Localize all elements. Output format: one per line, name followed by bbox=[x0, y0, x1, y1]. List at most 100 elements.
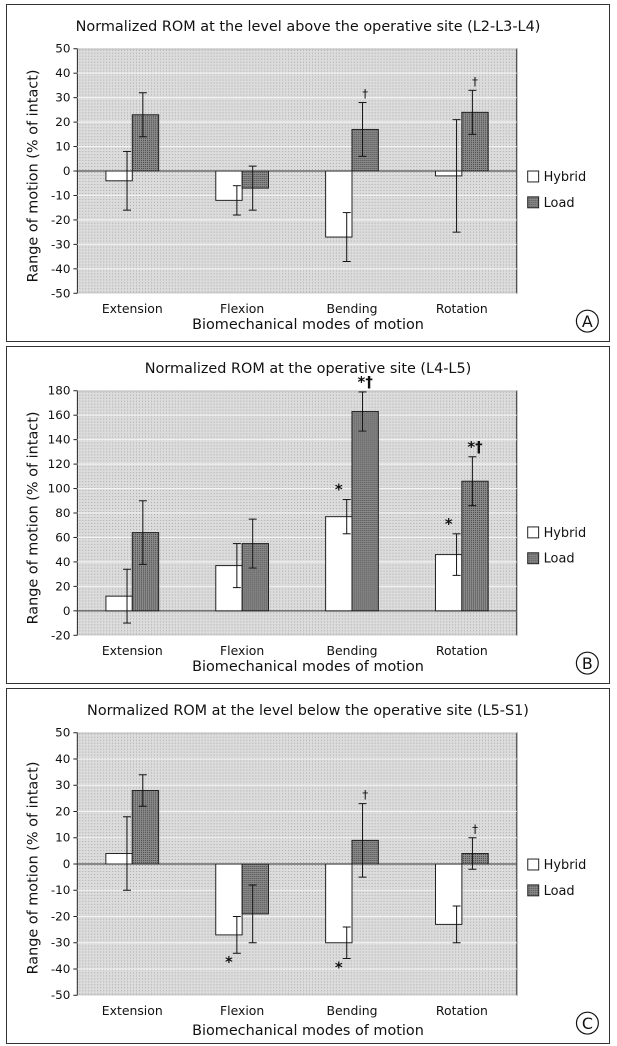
bar-hybrid-rotation bbox=[434, 170, 463, 177]
bar-load-flexion bbox=[241, 863, 269, 915]
legend-swatch-load bbox=[527, 552, 540, 565]
bar-load-rotation bbox=[461, 111, 489, 172]
significance-marker: † bbox=[362, 87, 368, 101]
panel-letter: C bbox=[582, 1014, 593, 1033]
significance-marker: *† bbox=[358, 373, 374, 391]
legend-swatch-hybrid bbox=[527, 526, 540, 539]
significance-marker: * bbox=[335, 481, 343, 499]
bar-hybrid-rotation bbox=[434, 554, 463, 612]
y-tick-label: 180 bbox=[48, 384, 71, 398]
bar-hybrid-rotation bbox=[435, 863, 463, 925]
y-tick-label: -30 bbox=[51, 936, 70, 950]
y-tick-label: 0 bbox=[63, 604, 71, 618]
y-tick-label: 50 bbox=[55, 726, 70, 740]
y-tick-label: 40 bbox=[55, 555, 70, 569]
chart-c-svg: Normalized ROM at the level below the op… bbox=[26, 703, 599, 1039]
legend-swatch-hybrid bbox=[527, 170, 540, 183]
x-category-label: Rotation bbox=[436, 301, 488, 316]
y-tick-label: -20 bbox=[51, 213, 70, 227]
legend-swatch-hybrid bbox=[527, 858, 540, 871]
x-category-label: Extension bbox=[102, 643, 163, 658]
y-tick-label: -50 bbox=[51, 286, 70, 300]
y-tick-label: 100 bbox=[48, 482, 71, 496]
chart-panel-a: Normalized ROM at the level above the op… bbox=[6, 4, 610, 342]
x-category-label: Flexion bbox=[220, 1003, 264, 1018]
x-category-label: Flexion bbox=[220, 643, 264, 658]
y-tick-label: 30 bbox=[55, 91, 70, 105]
bar-load-rotation bbox=[461, 853, 489, 865]
y-tick-label: 20 bbox=[55, 579, 70, 593]
significance-marker: * bbox=[335, 958, 343, 976]
x-category-label: Rotation bbox=[436, 643, 488, 658]
y-tick-label: -50 bbox=[51, 988, 70, 1002]
bar-load-bending bbox=[351, 839, 379, 865]
significance-marker: * bbox=[225, 953, 233, 971]
y-tick-label: 20 bbox=[55, 115, 70, 129]
legend: Hybrid Load bbox=[527, 170, 587, 211]
y-tick-label: 20 bbox=[55, 804, 70, 818]
bar-hybrid-extension bbox=[105, 595, 133, 612]
significance-marker: † bbox=[472, 822, 478, 836]
y-tick-label: 50 bbox=[55, 42, 70, 56]
y-tick-label: 120 bbox=[48, 457, 71, 471]
x-category-label: Bending bbox=[326, 643, 377, 658]
y-axis-title: Range of motion (% of intact) bbox=[26, 762, 42, 975]
bar-hybrid-bending bbox=[325, 516, 353, 612]
chart-panel-c: Normalized ROM at the level below the op… bbox=[6, 688, 610, 1044]
bar-load-rotation bbox=[461, 480, 489, 612]
x-axis-title: Biomechanical modes of motion bbox=[192, 1023, 424, 1039]
legend-label-hybrid: Hybrid bbox=[544, 526, 587, 541]
chart-panel-b: Normalized ROM at the operative site (L4… bbox=[6, 346, 610, 684]
legend-label-load: Load bbox=[544, 552, 575, 567]
bar-hybrid-flexion bbox=[215, 565, 243, 612]
bar-hybrid-bending bbox=[325, 170, 353, 238]
bar-hybrid-flexion bbox=[215, 863, 243, 936]
x-category-label: Extension bbox=[102, 301, 163, 316]
bar-load-flexion bbox=[241, 543, 270, 612]
y-tick-label: -30 bbox=[51, 237, 70, 251]
panel-letter: A bbox=[582, 312, 593, 331]
y-tick-label: -20 bbox=[51, 909, 70, 923]
legend-label-hybrid: Hybrid bbox=[544, 170, 587, 185]
y-tick-label: 40 bbox=[55, 752, 70, 766]
y-axis-title: Range of motion (% of intact) bbox=[26, 70, 42, 283]
y-tick-label: 10 bbox=[55, 831, 70, 845]
y-tick-label: 160 bbox=[48, 408, 71, 422]
bar-hybrid-extension bbox=[105, 853, 133, 865]
bar-load-flexion bbox=[241, 170, 270, 189]
panel-letter: B bbox=[582, 654, 593, 673]
y-tick-label: -20 bbox=[51, 628, 70, 642]
bar-load-bending bbox=[351, 128, 379, 172]
chart-title: Normalized ROM at the level above the op… bbox=[76, 19, 541, 35]
panel-letter-circle bbox=[575, 1011, 599, 1035]
x-category-label: Extension bbox=[102, 1003, 163, 1018]
y-tick-label: 0 bbox=[63, 857, 71, 871]
bar-load-extension bbox=[131, 114, 160, 172]
x-category-label: Flexion bbox=[220, 301, 264, 316]
y-tick-label: 60 bbox=[55, 530, 70, 544]
x-category-label: Bending bbox=[326, 301, 377, 316]
y-tick-label: -10 bbox=[51, 188, 70, 202]
panel-letter-circle bbox=[575, 651, 599, 675]
legend: Hybrid Load bbox=[527, 526, 587, 567]
significance-marker: * bbox=[445, 515, 453, 533]
x-axis-title: Biomechanical modes of motion bbox=[192, 317, 424, 333]
legend-label-load: Load bbox=[544, 884, 575, 899]
legend-swatch-load bbox=[527, 196, 540, 209]
legend-swatch-load bbox=[527, 884, 540, 897]
chart-a-svg: Normalized ROM at the level above the op… bbox=[26, 19, 599, 333]
bar-load-bending bbox=[351, 411, 379, 612]
x-axis-title: Biomechanical modes of motion bbox=[192, 659, 424, 675]
x-category-label: Bending bbox=[326, 1003, 377, 1018]
legend-label-hybrid: Hybrid bbox=[544, 858, 587, 873]
y-axis-title: Range of motion (% of intact) bbox=[26, 412, 42, 625]
y-tick-label: 140 bbox=[48, 433, 71, 447]
y-tick-label: -40 bbox=[51, 262, 70, 276]
chart-title: Normalized ROM at the level below the op… bbox=[87, 703, 529, 719]
y-tick-label: 80 bbox=[55, 506, 70, 520]
x-category-label: Rotation bbox=[436, 1003, 488, 1018]
bar-hybrid-bending bbox=[325, 863, 353, 944]
significance-marker: *† bbox=[467, 438, 483, 456]
significance-marker: † bbox=[362, 788, 368, 802]
y-tick-label: -40 bbox=[51, 962, 70, 976]
